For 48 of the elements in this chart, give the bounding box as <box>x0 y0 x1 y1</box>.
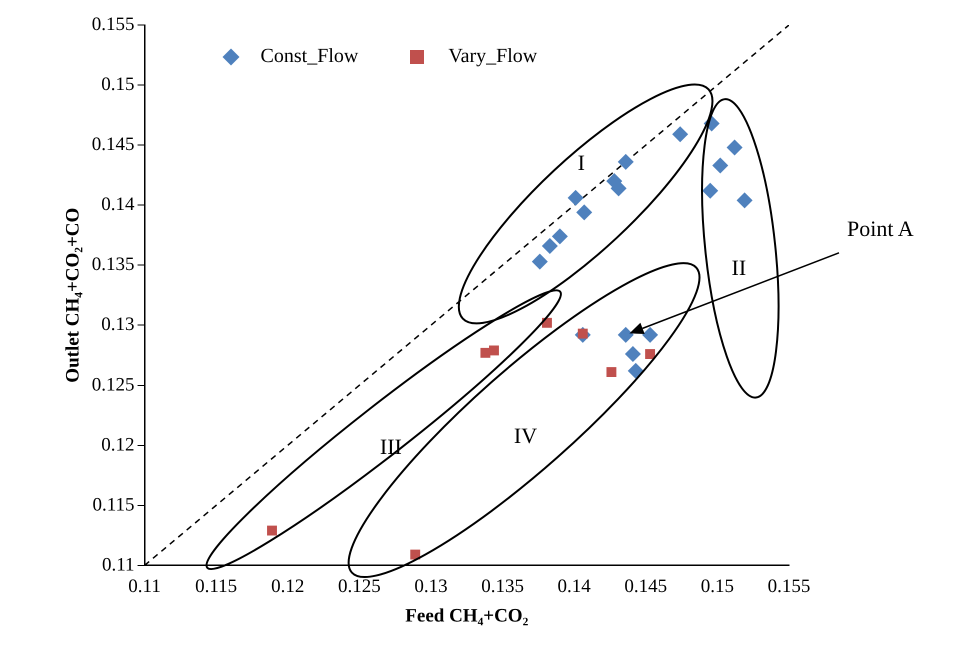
y-tick-label: 0.125 <box>92 374 135 396</box>
point <box>576 204 592 220</box>
x-tick-label: 0.115 <box>195 576 238 597</box>
point <box>489 345 499 356</box>
annotation: III <box>380 434 402 458</box>
x-tick-label: 0.155 <box>768 576 810 597</box>
y-tick-label: 0.11 <box>102 554 135 576</box>
point <box>624 346 641 362</box>
point <box>542 238 558 254</box>
x-tick-label: 0.12 <box>271 576 304 597</box>
y-tick-label: 0.155 <box>92 14 135 35</box>
y-tick-label: 0.15 <box>101 74 135 96</box>
legend-label: Const_Flow <box>260 45 358 68</box>
x-tick-label: 0.145 <box>624 576 668 597</box>
point <box>267 526 277 536</box>
y-tick-label: 0.145 <box>92 134 135 156</box>
x-tick-label: 0.14 <box>558 576 592 597</box>
y-tick-label: 0.135 <box>92 254 135 276</box>
y-tick-label: 0.14 <box>101 194 136 216</box>
x-tick-label: 0.125 <box>338 576 381 597</box>
y-tick-label: 0.13 <box>101 314 135 336</box>
y-tick-label: 0.12 <box>101 434 135 456</box>
x-axis-title: Feed CH₄+CO₂ <box>405 606 529 627</box>
point <box>552 228 568 244</box>
point <box>606 367 616 378</box>
point <box>532 254 548 270</box>
y-axis-title: Outlet CH₄+CO₂+CO <box>62 208 84 383</box>
point <box>618 326 634 343</box>
point <box>702 182 718 199</box>
annotation: II <box>732 254 746 280</box>
x-tick-label: 0.135 <box>481 576 524 597</box>
text: Point A <box>847 216 914 241</box>
point <box>672 126 688 142</box>
point <box>568 190 584 206</box>
point <box>736 192 753 208</box>
y-tick-label: 0.115 <box>92 494 135 516</box>
x-tick-label: 0.13 <box>414 576 448 597</box>
point <box>642 326 658 343</box>
point <box>712 158 728 174</box>
x-tick-label: 0.11 <box>128 576 161 597</box>
annotation: IV <box>514 422 538 448</box>
point <box>645 349 656 359</box>
point <box>628 362 644 379</box>
x-tick-label: 0.15 <box>700 576 734 597</box>
annotation: I <box>578 150 586 176</box>
point <box>726 139 743 156</box>
point <box>618 154 634 170</box>
legend-label: Vary_Flow <box>448 45 538 68</box>
